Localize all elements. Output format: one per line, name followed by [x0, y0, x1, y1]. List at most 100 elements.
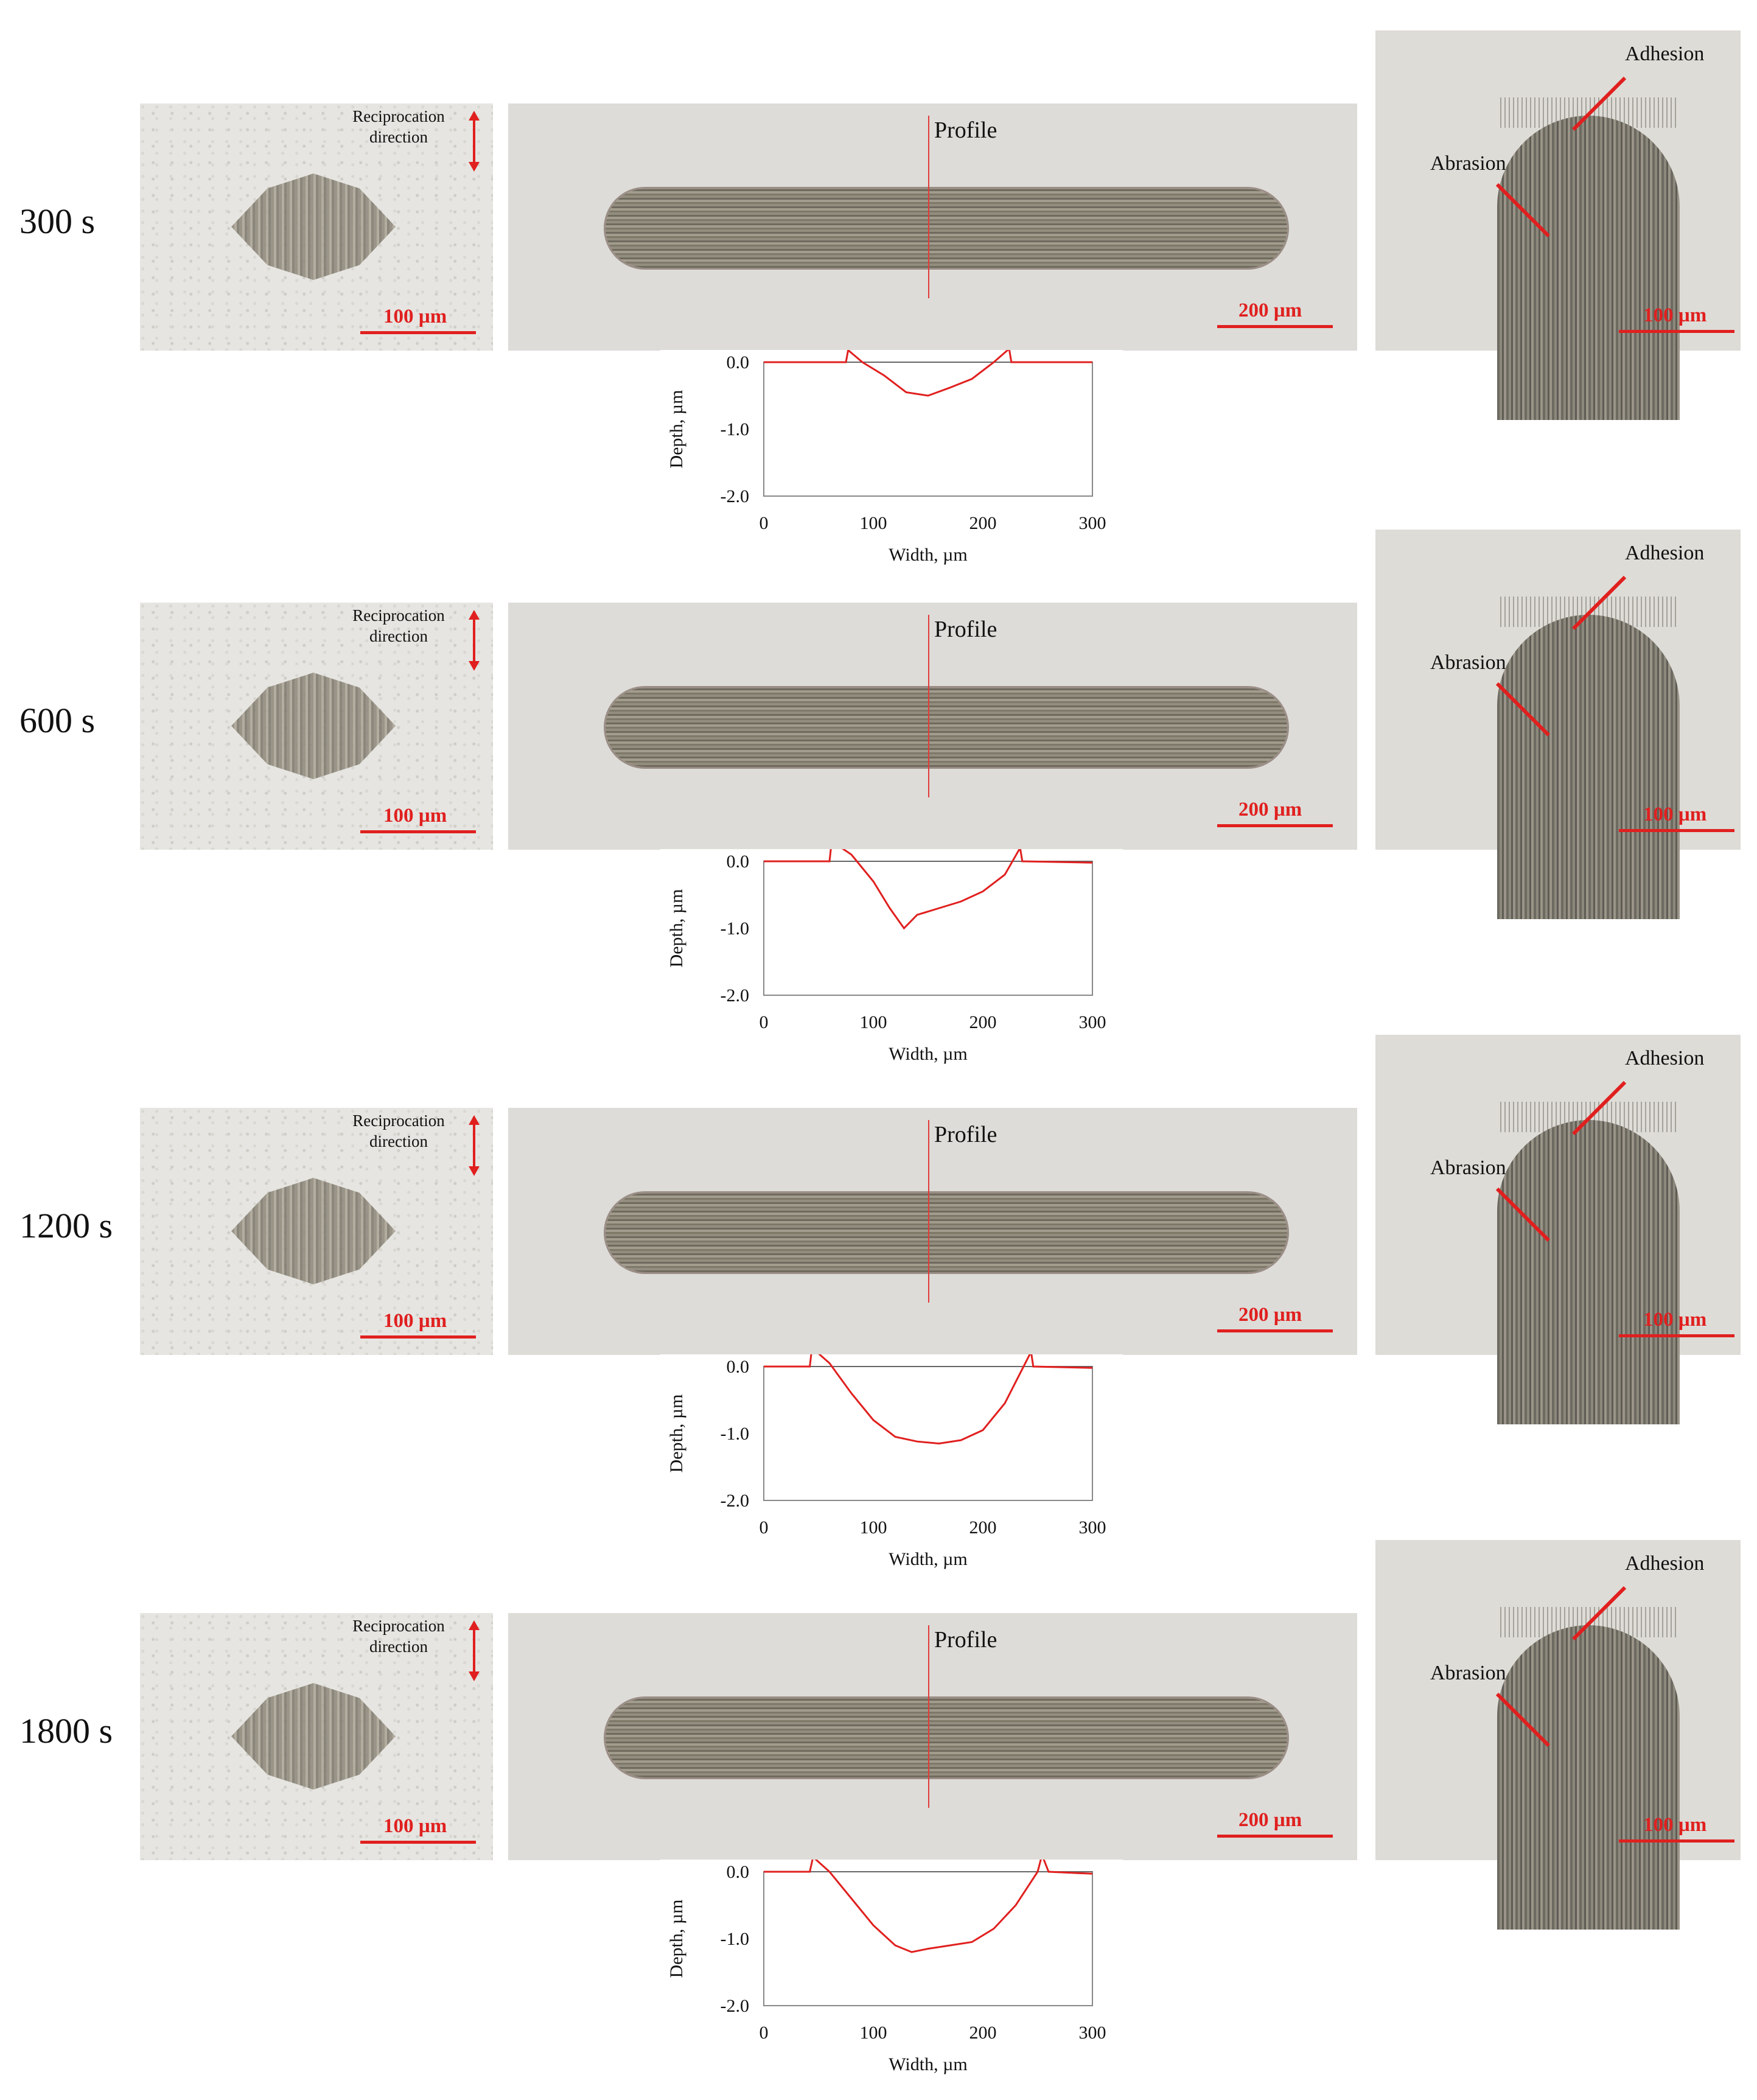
reciprocation-line1: Reciprocation — [352, 1617, 445, 1635]
y-tick-label: -2.0 — [721, 1996, 750, 2016]
ball-scar-micrograph: Reciprocation direction 100 µm — [140, 103, 493, 351]
time-row: 1200 s Reciprocation direction 100 µm Pr… — [0, 1035, 1757, 1595]
profile-line — [928, 1625, 929, 1808]
reciprocation-line2: direction — [369, 627, 428, 645]
x-tick-label: 300 — [1079, 1012, 1106, 1032]
depth-profile-svg: 0.0 -1.0 -2.0 0 100 200 300 Width, µm Depth, µm — [666, 350, 1106, 565]
y-tick-label: -1.0 — [721, 419, 750, 439]
x-tick-label: 0 — [760, 1517, 769, 1538]
reciprocation-line1: Reciprocation — [352, 1111, 445, 1130]
time-row: 1800 s Reciprocation direction 100 µm Pr… — [0, 1540, 1757, 2100]
time-label: 1200 s — [19, 1206, 113, 1245]
x-tick-label: 200 — [969, 2023, 997, 2043]
x-tick-label: 0 — [760, 513, 769, 533]
x-tick-label: 100 — [860, 513, 887, 533]
plot-frame — [763, 1871, 1093, 2006]
reciprocation-line2: direction — [369, 1637, 428, 1656]
depth-profile-chart: 0.0 -1.0 -2.0 0 100 200 300 Width, µm Depth, µm — [660, 849, 1123, 1090]
scale-bar — [360, 830, 476, 833]
disc-track-micrograph: Profile 200 µm — [508, 1108, 1357, 1355]
pin-tip-micrograph: Adhesion Abrasion 100 µm — [1375, 30, 1741, 420]
depth-profile-chart: 0.0 -1.0 -2.0 0 100 200 300 Width, µm Depth, µm — [660, 1860, 1123, 2100]
x-tick-label: 100 — [860, 1517, 887, 1538]
scale-bar-label: 100 µm — [1643, 1814, 1707, 1836]
profile-label: Profile — [934, 117, 997, 143]
disc-track-micrograph: Profile 200 µm — [508, 603, 1357, 850]
reciprocation-arrow-icon — [469, 610, 480, 671]
y-tick-label: 0.0 — [727, 1357, 750, 1377]
scale-bar — [1619, 1334, 1734, 1337]
reciprocation-label: Reciprocation direction — [329, 1615, 469, 1657]
profile-line — [928, 615, 929, 797]
x-tick-label: 200 — [969, 1012, 997, 1032]
disc-track-micrograph: Profile 200 µm — [508, 103, 1357, 351]
scale-bar — [1619, 829, 1734, 832]
y-tick-label: -1.0 — [721, 919, 750, 939]
reciprocation-label: Reciprocation direction — [329, 605, 469, 646]
y-tick-label: -2.0 — [721, 486, 750, 506]
scale-bar — [360, 331, 476, 334]
ball-scar-micrograph: Reciprocation direction 100 µm — [140, 603, 493, 850]
plot-frame — [763, 362, 1093, 497]
scale-bar-label: 100 µm — [383, 306, 447, 327]
scale-bar-label: 100 µm — [383, 1815, 447, 1837]
adhesion-label: Adhesion — [1625, 1552, 1705, 1575]
y-axis-label: Depth, µm — [666, 390, 686, 469]
adhesion-label: Adhesion — [1625, 43, 1705, 65]
y-tick-label: 0.0 — [727, 852, 750, 872]
disc-track-micrograph: Profile 200 µm — [508, 1613, 1357, 1860]
time-row: 600 s Reciprocation direction 100 µm Pro… — [0, 530, 1757, 1090]
scale-bar — [360, 1841, 476, 1844]
scale-bar — [1619, 330, 1734, 333]
y-tick-label: 0.0 — [727, 352, 750, 373]
reciprocation-line2: direction — [369, 128, 428, 146]
plot-frame — [763, 861, 1093, 996]
scale-bar-label: 200 µm — [1238, 799, 1302, 821]
depth-series-line — [764, 849, 1093, 930]
wear-scar — [231, 673, 396, 779]
profile-line — [928, 1120, 929, 1303]
depth-profile-svg: 0.0 -1.0 -2.0 0 100 200 300 Width, µm Depth, µm — [666, 1860, 1106, 2074]
scale-bar — [1217, 1835, 1333, 1838]
y-axis-label: Depth, µm — [666, 1395, 686, 1473]
adhesion-label: Adhesion — [1625, 1047, 1705, 1069]
wear-track — [606, 1698, 1287, 1777]
wear-track — [606, 189, 1287, 268]
wear-scar — [231, 173, 396, 280]
scale-bar-label: 100 µm — [1643, 803, 1707, 825]
depth-profile-chart: 0.0 -1.0 -2.0 0 100 200 300 Width, µm Depth, µm — [660, 350, 1123, 590]
y-tick-label: -2.0 — [721, 1491, 750, 1511]
abrasion-label: Abrasion — [1430, 651, 1506, 674]
reciprocation-line1: Reciprocation — [352, 107, 445, 125]
x-tick-label: 0 — [760, 1012, 769, 1032]
x-axis-label: Width, µm — [889, 545, 967, 565]
reciprocation-label: Reciprocation direction — [329, 1110, 469, 1152]
wear-scar — [231, 1683, 396, 1790]
pin-tip-micrograph: Adhesion Abrasion 100 µm — [1375, 1540, 1741, 1930]
scale-bar-label: 100 µm — [383, 1310, 447, 1332]
y-tick-label: -1.0 — [721, 1424, 750, 1444]
scale-bar — [1217, 325, 1333, 328]
depth-profile-svg: 0.0 -1.0 -2.0 0 100 200 300 Width, µm Depth, µm — [666, 1354, 1106, 1569]
x-tick-label: 200 — [969, 513, 997, 533]
abrasion-label: Abrasion — [1430, 152, 1506, 175]
pin-tip-micrograph: Adhesion Abrasion 100 µm — [1375, 530, 1741, 919]
x-axis-label: Width, µm — [889, 1044, 967, 1064]
depth-profile-svg: 0.0 -1.0 -2.0 0 100 200 300 Width, µm Depth, µm — [666, 849, 1106, 1064]
scale-bar-label: 200 µm — [1238, 1304, 1302, 1326]
x-tick-label: 300 — [1079, 1517, 1106, 1538]
depth-series-line — [764, 1860, 1093, 1953]
reciprocation-arrow-icon — [469, 1620, 480, 1681]
pin-tip — [1497, 1120, 1680, 1424]
reciprocation-line2: direction — [369, 1132, 428, 1150]
scale-bar-label: 200 µm — [1238, 299, 1302, 321]
profile-label: Profile — [934, 1122, 997, 1147]
scale-bar-label: 100 µm — [383, 805, 447, 827]
x-tick-label: 100 — [860, 1012, 887, 1032]
scale-bar-label: 200 µm — [1238, 1809, 1302, 1831]
reciprocation-label: Reciprocation direction — [329, 106, 469, 147]
reciprocation-arrow-icon — [469, 1115, 480, 1176]
abrasion-label: Abrasion — [1430, 1662, 1506, 1684]
y-axis-label: Depth, µm — [666, 889, 686, 968]
depth-series-line — [764, 1354, 1093, 1445]
